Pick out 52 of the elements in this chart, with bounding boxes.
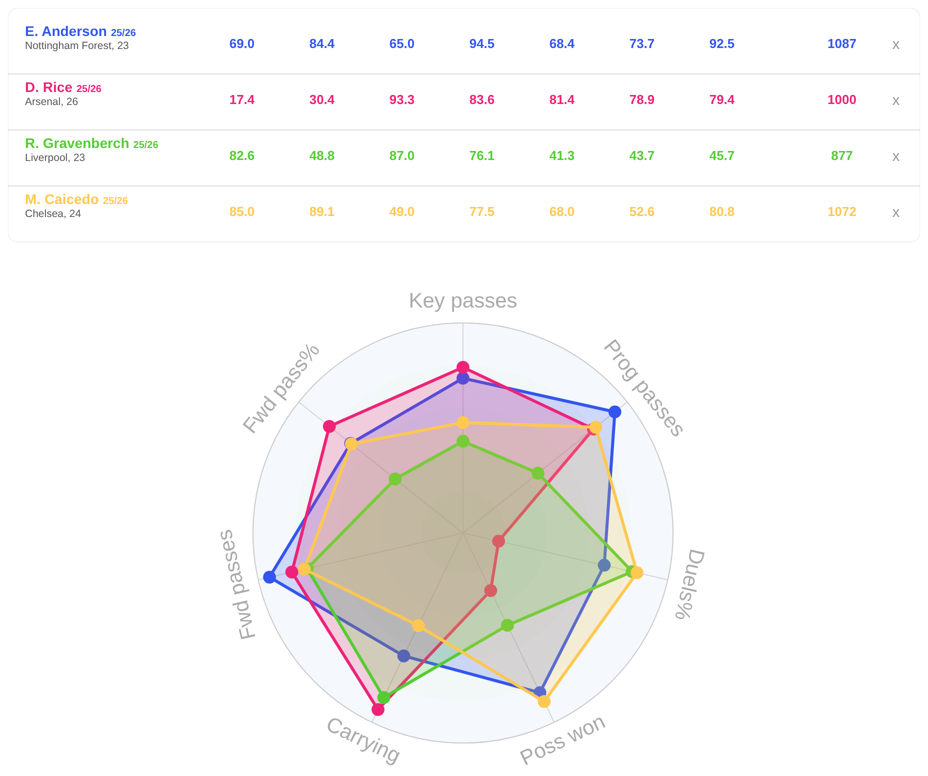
text: 94.5	[469, 36, 495, 51]
text: x	[892, 92, 900, 109]
text: 83.6	[469, 92, 495, 107]
text: 1000	[828, 92, 856, 107]
text: D. Rice	[25, 79, 72, 95]
text: 82.6	[229, 148, 255, 163]
text: 73.7	[629, 36, 655, 51]
text: 52.6	[629, 204, 655, 219]
text: 25/26	[76, 84, 102, 95]
text: 30.4	[309, 92, 336, 107]
text: 78.9	[629, 92, 655, 107]
text: x	[892, 204, 900, 221]
text: 48.8	[309, 148, 335, 163]
text: 92.5	[709, 36, 735, 51]
text: 49.0	[389, 204, 415, 219]
text: Nottingham Forest, 23	[25, 40, 130, 52]
text: R. Gravenberch	[25, 135, 130, 151]
text: x	[892, 148, 900, 165]
text: 77.5	[469, 204, 495, 219]
text: 68.0	[549, 204, 575, 219]
text: 1072	[828, 204, 856, 219]
text: 80.8	[709, 204, 735, 219]
text: Liverpool, 23	[25, 152, 86, 164]
text: 69.0	[229, 36, 255, 51]
text: E. Anderson	[25, 23, 107, 39]
spoke-label: Key passes	[408, 290, 518, 313]
text: 84.4	[309, 36, 336, 51]
text: 25/26	[133, 140, 159, 151]
text: 65.0	[389, 36, 415, 51]
text: M. Caicedo	[25, 191, 99, 207]
text: 41.3	[549, 148, 575, 163]
spoke-label: Duels%	[670, 546, 708, 622]
text: 25/26	[110, 28, 136, 39]
text: x	[892, 36, 900, 53]
text: 1087	[828, 36, 856, 51]
text: 93.3	[389, 92, 415, 107]
text: 68.4	[549, 36, 576, 51]
spoke-label: Fwd passes	[213, 527, 261, 642]
text: 877	[831, 148, 853, 163]
text: 76.1	[469, 148, 495, 163]
text: 43.7	[629, 148, 655, 163]
text: 81.4	[549, 92, 576, 107]
text: 85.0	[229, 204, 255, 219]
text: Arsenal, 26	[25, 96, 78, 108]
text: 89.1	[309, 204, 335, 219]
text: 87.0	[389, 148, 415, 163]
text: 25/26	[102, 196, 128, 207]
spoke-label: Poss won	[516, 710, 609, 770]
text: 45.7	[709, 148, 735, 163]
text: 79.4	[709, 92, 736, 107]
text: 17.4	[229, 92, 256, 107]
text: Chelsea, 24	[25, 208, 82, 220]
